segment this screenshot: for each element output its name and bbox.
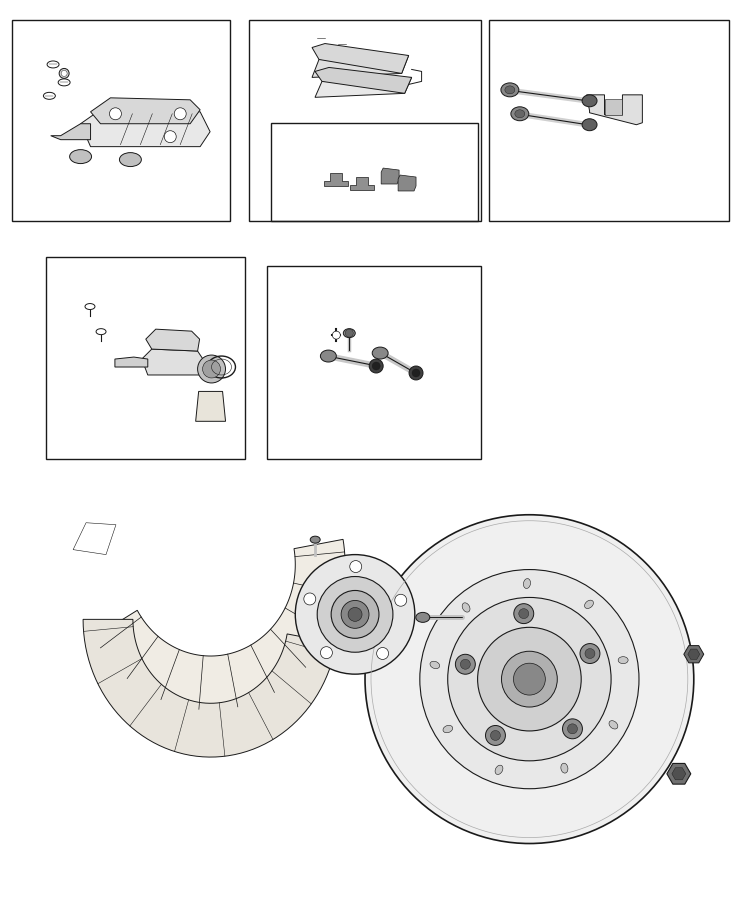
Ellipse shape xyxy=(561,763,568,773)
Polygon shape xyxy=(81,110,210,147)
Polygon shape xyxy=(350,177,374,190)
Polygon shape xyxy=(667,763,691,784)
Ellipse shape xyxy=(416,612,430,623)
Ellipse shape xyxy=(585,600,594,608)
Polygon shape xyxy=(312,43,408,74)
Polygon shape xyxy=(684,645,704,663)
Ellipse shape xyxy=(372,347,388,359)
Polygon shape xyxy=(146,329,199,351)
Polygon shape xyxy=(688,649,700,660)
Ellipse shape xyxy=(412,369,420,377)
Ellipse shape xyxy=(320,350,336,362)
Circle shape xyxy=(568,724,577,733)
Bar xyxy=(13,20,230,221)
Circle shape xyxy=(341,600,369,628)
Ellipse shape xyxy=(495,765,503,775)
Circle shape xyxy=(348,608,362,621)
Circle shape xyxy=(350,561,362,572)
Polygon shape xyxy=(73,523,116,554)
Polygon shape xyxy=(50,123,90,140)
Ellipse shape xyxy=(511,107,529,121)
Circle shape xyxy=(491,731,500,741)
Ellipse shape xyxy=(59,68,69,78)
Circle shape xyxy=(478,627,581,731)
Circle shape xyxy=(345,329,353,338)
Circle shape xyxy=(331,590,379,638)
Ellipse shape xyxy=(310,536,320,543)
Polygon shape xyxy=(90,98,200,123)
Ellipse shape xyxy=(501,83,519,97)
Polygon shape xyxy=(94,539,345,710)
Ellipse shape xyxy=(505,86,515,94)
Ellipse shape xyxy=(47,61,59,68)
Polygon shape xyxy=(142,349,205,375)
Circle shape xyxy=(456,654,475,674)
Bar xyxy=(249,20,481,221)
Ellipse shape xyxy=(618,657,628,663)
Ellipse shape xyxy=(582,119,597,130)
Circle shape xyxy=(376,647,388,660)
Circle shape xyxy=(320,647,333,659)
Circle shape xyxy=(165,130,176,143)
Ellipse shape xyxy=(443,725,453,733)
Polygon shape xyxy=(672,768,686,779)
Ellipse shape xyxy=(96,328,106,335)
Polygon shape xyxy=(315,68,412,94)
Polygon shape xyxy=(115,357,147,367)
Ellipse shape xyxy=(70,149,92,164)
Polygon shape xyxy=(315,77,412,97)
Polygon shape xyxy=(587,94,642,125)
Ellipse shape xyxy=(58,79,70,86)
Ellipse shape xyxy=(62,70,67,77)
Ellipse shape xyxy=(119,153,142,166)
Polygon shape xyxy=(196,392,225,421)
Circle shape xyxy=(395,594,407,607)
Circle shape xyxy=(514,604,534,624)
Ellipse shape xyxy=(409,366,423,380)
Circle shape xyxy=(585,649,595,659)
Circle shape xyxy=(448,598,611,760)
Polygon shape xyxy=(605,99,622,115)
Circle shape xyxy=(304,593,316,605)
Circle shape xyxy=(420,570,639,788)
Ellipse shape xyxy=(202,360,221,378)
Ellipse shape xyxy=(198,356,225,383)
Circle shape xyxy=(317,577,393,652)
Circle shape xyxy=(562,719,582,739)
Circle shape xyxy=(519,608,529,618)
Polygon shape xyxy=(83,619,336,757)
Bar xyxy=(271,122,477,221)
Ellipse shape xyxy=(515,110,525,118)
Circle shape xyxy=(514,663,545,695)
Ellipse shape xyxy=(369,359,383,373)
Circle shape xyxy=(580,644,600,663)
Circle shape xyxy=(502,652,557,707)
Polygon shape xyxy=(381,168,399,184)
Ellipse shape xyxy=(523,579,531,589)
Circle shape xyxy=(365,515,694,843)
Polygon shape xyxy=(398,175,416,191)
Circle shape xyxy=(110,108,122,120)
Circle shape xyxy=(485,725,505,745)
Ellipse shape xyxy=(343,328,355,338)
Ellipse shape xyxy=(85,303,95,310)
Ellipse shape xyxy=(430,662,439,669)
Ellipse shape xyxy=(582,94,597,107)
Ellipse shape xyxy=(44,93,56,99)
Polygon shape xyxy=(312,56,408,77)
Ellipse shape xyxy=(372,362,380,370)
Bar xyxy=(488,20,728,221)
Circle shape xyxy=(174,108,186,120)
Bar xyxy=(268,266,481,459)
Polygon shape xyxy=(325,173,348,186)
Ellipse shape xyxy=(462,603,470,612)
Circle shape xyxy=(460,660,471,670)
Ellipse shape xyxy=(333,331,340,339)
Bar xyxy=(46,257,245,459)
Ellipse shape xyxy=(609,721,618,729)
Circle shape xyxy=(295,554,415,674)
